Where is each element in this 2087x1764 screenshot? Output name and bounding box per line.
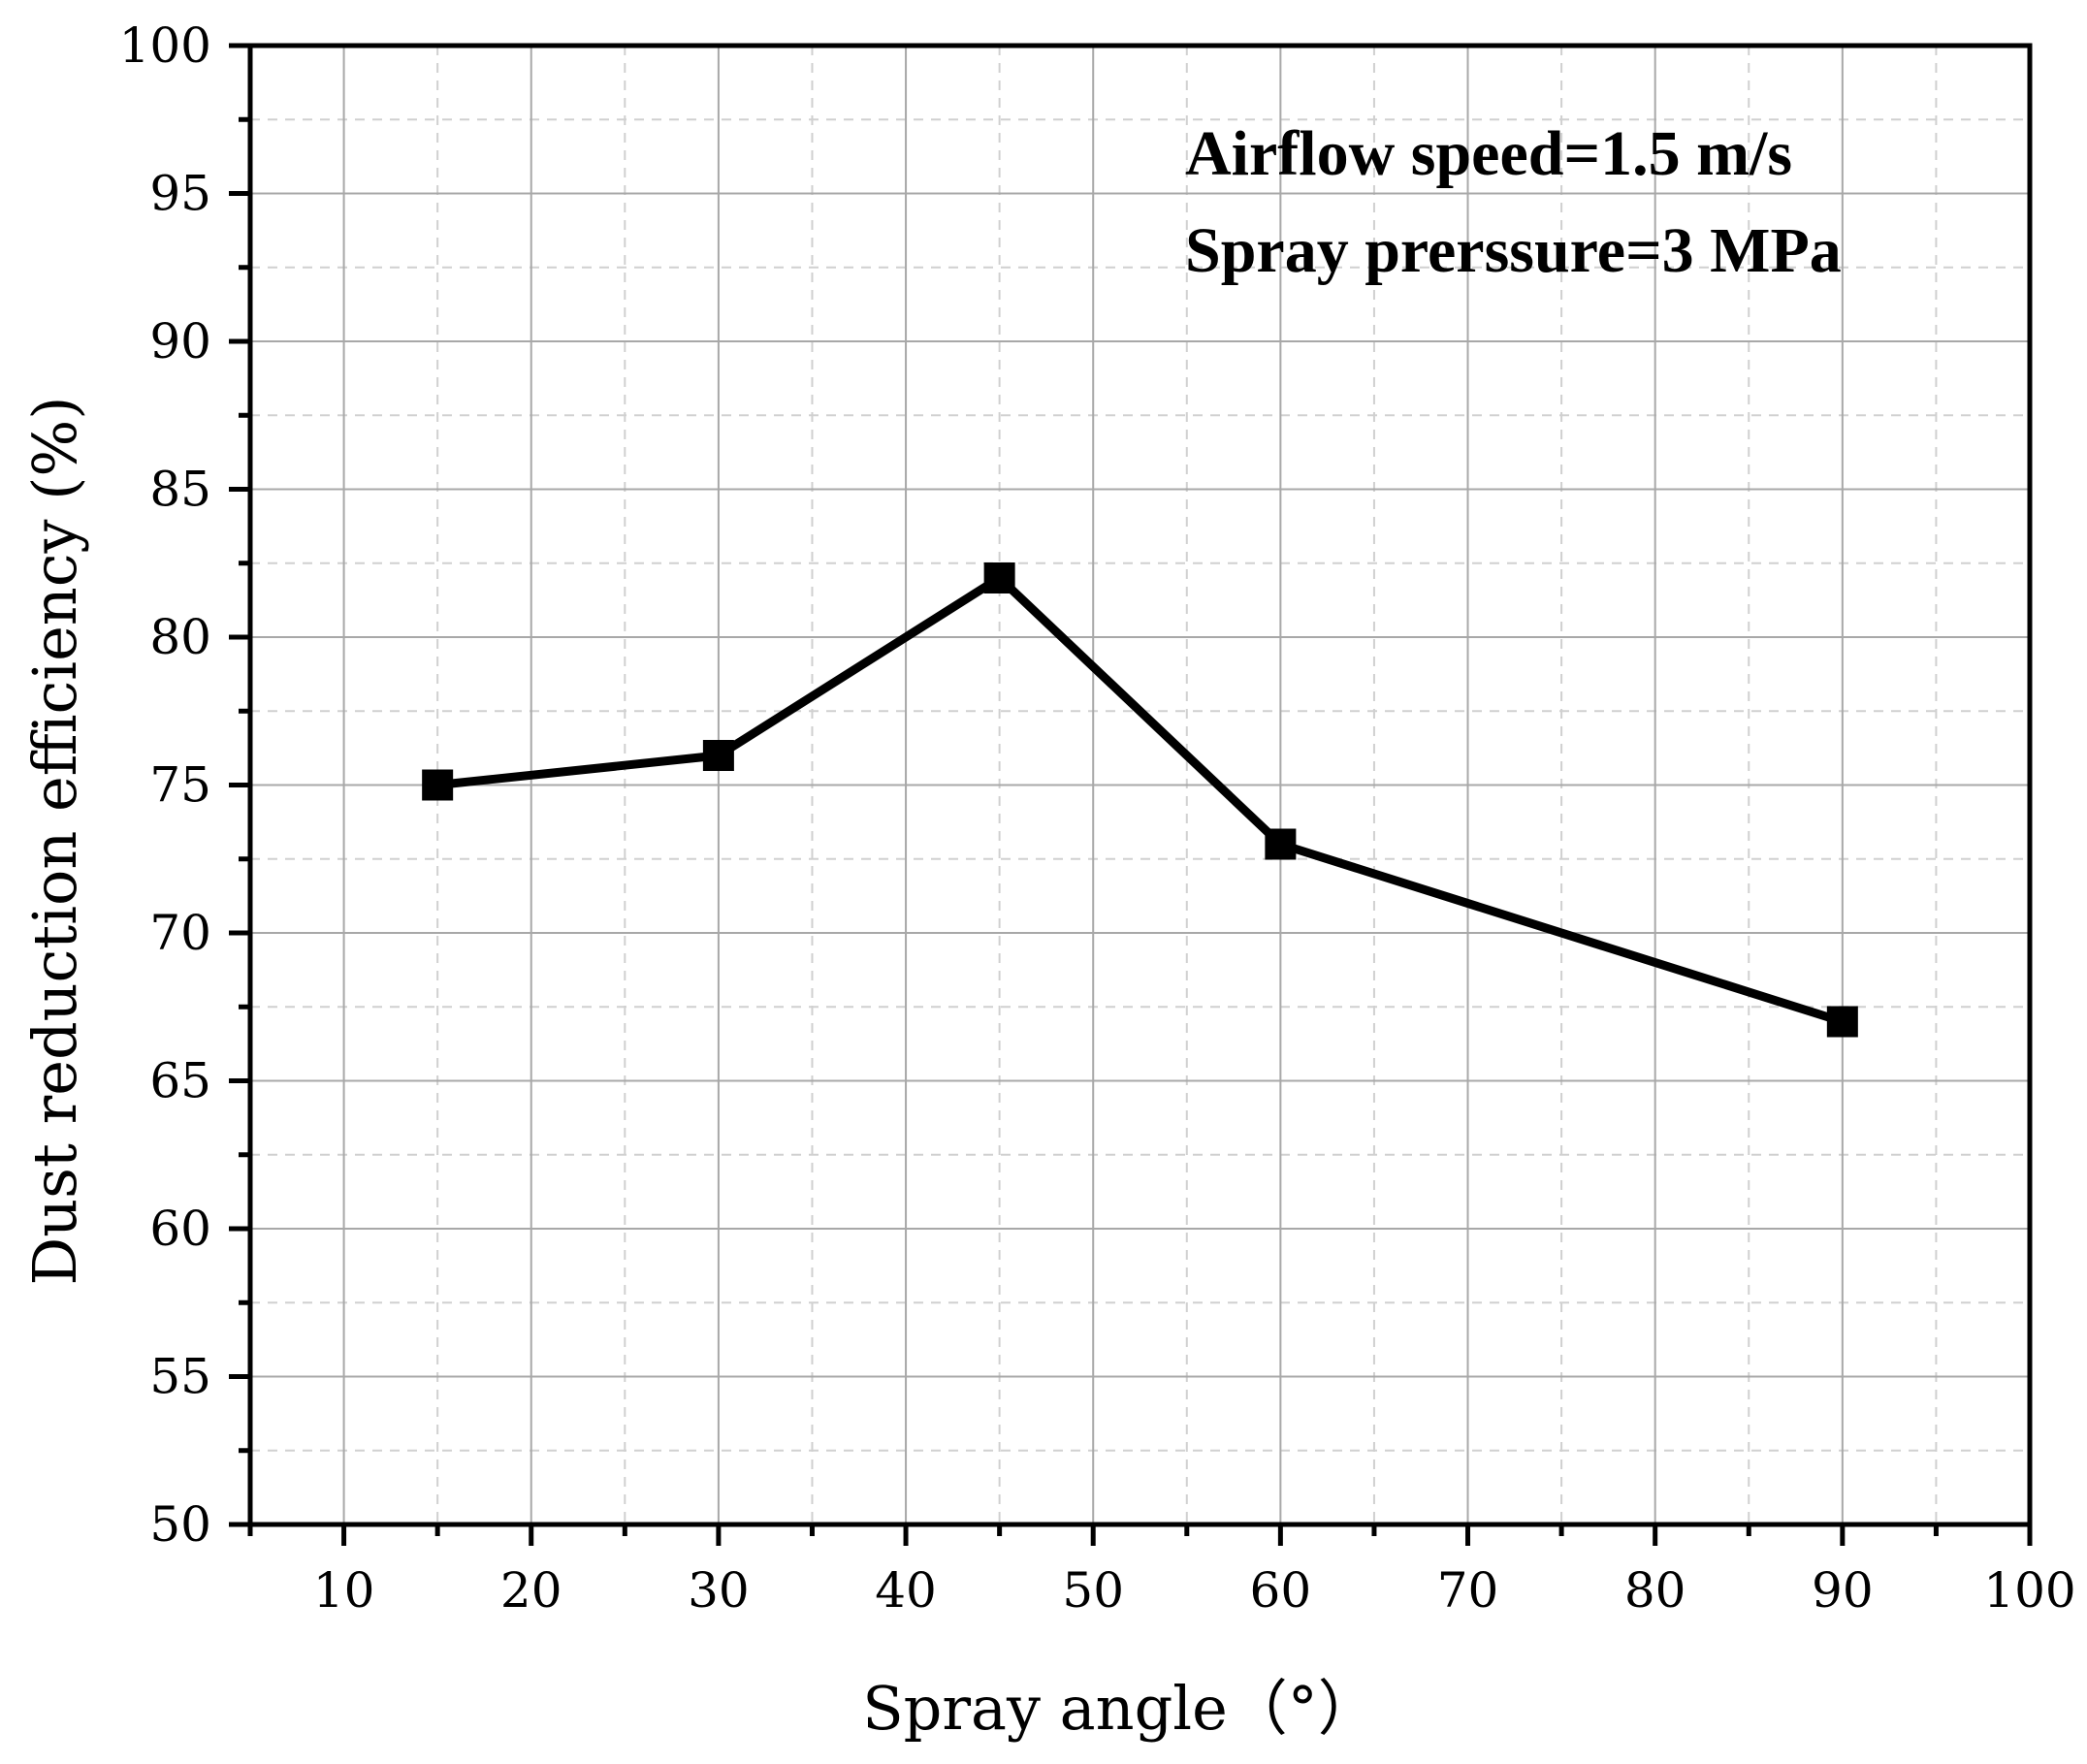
y-tick-label: 50 xyxy=(149,1496,211,1553)
y-tick-label: 90 xyxy=(149,313,211,369)
y-tick-label: 80 xyxy=(149,609,211,665)
x-tick-label: 80 xyxy=(1624,1562,1686,1619)
x-tick-label: 40 xyxy=(875,1562,937,1619)
data-point-marker xyxy=(983,562,1015,593)
x-tick-label: 60 xyxy=(1250,1562,1312,1619)
y-tick-label: 75 xyxy=(149,757,211,814)
x-tick-label: 100 xyxy=(1983,1562,2075,1619)
y-tick-label: 65 xyxy=(149,1053,211,1109)
x-tick-label: 10 xyxy=(313,1562,375,1619)
y-tick-label: 55 xyxy=(149,1349,211,1405)
data-series xyxy=(422,562,1858,1038)
data-point-marker xyxy=(1265,828,1297,860)
x-tick-label: 70 xyxy=(1437,1562,1499,1619)
x-axis-title: Spray angle（°） xyxy=(862,1673,1378,1744)
data-point-marker xyxy=(422,769,454,801)
y-tick-label: 85 xyxy=(149,462,211,518)
data-point-marker xyxy=(702,740,734,771)
axis-ticks xyxy=(229,43,2033,1546)
y-axis-title: Dust reduction efficiency (%) xyxy=(19,397,90,1286)
y-tick-label: 60 xyxy=(149,1201,211,1257)
y-tick-label: 95 xyxy=(149,166,211,222)
x-tick-label: 90 xyxy=(1812,1562,1874,1619)
tick-labels: 50 55 60 65 70 75 80 85 90 95 100 10 20 30 40 50 60 70 80 9… xyxy=(119,17,2076,1619)
y-tick-label: 100 xyxy=(119,17,211,74)
annotation-airflow-speed: Airflow speed=1.5 m/s xyxy=(1185,118,1792,189)
grid-lines xyxy=(250,46,2030,1524)
x-tick-label: 50 xyxy=(1062,1562,1124,1619)
annotation-spray-pressure: Spray prerssure=3 MPa xyxy=(1185,215,1842,286)
data-point-marker xyxy=(1826,1006,1858,1038)
y-tick-label: 70 xyxy=(149,905,211,961)
x-tick-label: 30 xyxy=(688,1562,750,1619)
x-tick-label: 20 xyxy=(500,1562,562,1619)
